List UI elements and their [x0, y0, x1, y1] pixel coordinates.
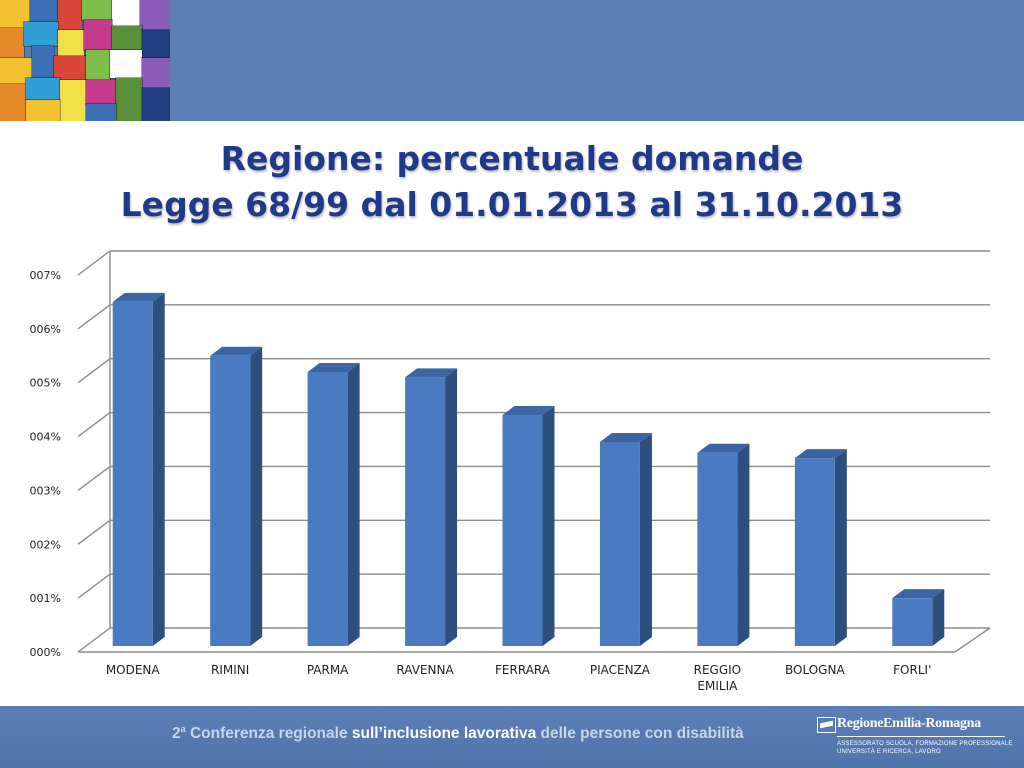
- y-tick-label: 005%: [30, 377, 61, 390]
- illustration-tile: [25, 99, 61, 121]
- gridline-side: [77, 412, 111, 438]
- gridline-side: [77, 250, 111, 276]
- bar: [210, 355, 251, 646]
- bar-side: [250, 346, 263, 646]
- illustration-tile: [29, 0, 59, 23]
- footer-text-part: Conferenza regionale: [185, 725, 352, 743]
- bar: [697, 452, 738, 646]
- illustration-tile: [85, 79, 117, 105]
- regione-emblem-icon: [817, 717, 836, 733]
- illustration-tile: [139, 0, 170, 31]
- illustration-tile: [23, 21, 59, 47]
- bar-top: [112, 292, 165, 302]
- y-tick-label: 002%: [30, 538, 61, 551]
- gridline-side: [77, 358, 111, 384]
- bar-chart: 000% 001% 002% 003% 004% 005% 006% 007% MODENA RI…: [30, 250, 991, 693]
- y-tick-label: 001%: [30, 592, 61, 605]
- x-tick-label: PIACENZA: [590, 663, 651, 677]
- illustration-tile: [53, 55, 87, 81]
- footer-ordinal: 2: [172, 725, 181, 743]
- bar: [794, 458, 835, 646]
- gridline-side: [77, 573, 111, 599]
- slide-title: Regione: percentuale domande Legge 68/99…: [0, 136, 1024, 228]
- footer-caption: 2a Conferenza regionale sull’inclusione …: [172, 724, 744, 743]
- bar-top: [307, 362, 360, 372]
- bar-top: [502, 406, 555, 416]
- gridline-side: [77, 519, 111, 545]
- x-tick-label: MODENA: [106, 663, 161, 677]
- y-tick-label: 006%: [30, 323, 61, 336]
- bar: [307, 371, 348, 646]
- illustration-tile: [111, 25, 143, 51]
- bar-side: [152, 292, 165, 646]
- bar-top: [697, 443, 750, 453]
- illustration-tile: [83, 19, 113, 51]
- header-band: [0, 0, 1024, 121]
- bar: [599, 441, 640, 646]
- bar-side: [445, 368, 458, 646]
- illustration-tile: [25, 77, 61, 101]
- x-tick-label: REGGIO: [694, 663, 742, 677]
- bar-top: [794, 449, 847, 459]
- x-tick-label: RIMINI: [211, 663, 249, 677]
- footer-text-end: delle persone con disabilità: [536, 725, 744, 743]
- illustration-tile: [81, 0, 113, 21]
- title-line-2: Legge 68/99 dal 01.01.2013 al 31.10.2013: [120, 185, 904, 224]
- bar-top: [210, 346, 263, 356]
- y-tick-label: 007%: [30, 269, 61, 282]
- bar-top: [405, 368, 458, 378]
- gridline-side: [77, 627, 111, 653]
- illustration-tile: [109, 49, 143, 79]
- illustration-tile: [141, 87, 170, 121]
- footer-band: [0, 706, 1024, 768]
- logo-name: RegioneEmilia-Romagna: [837, 716, 981, 731]
- illustration-tile: [31, 45, 55, 79]
- x-tick-label: PARMA: [307, 663, 349, 677]
- x-tick-label: EMILIA: [697, 679, 738, 693]
- logo-divider: [837, 736, 1005, 737]
- footer-text-highlight: sull’inclusione lavorativa: [351, 725, 537, 743]
- logo-subtitle-2: UNIVERSITÀ E RICERCA, LAVORO: [837, 749, 941, 755]
- illustration-tile: [57, 29, 85, 57]
- illustration-tile: [111, 0, 141, 27]
- illustration-tile: [141, 29, 170, 59]
- logo-subtitle-1: ASSESSORATO SCUOLA, FORMAZIONE PROFESSIO…: [837, 741, 1013, 747]
- footer-ordinal-suffix: a: [180, 724, 186, 734]
- y-tick-label: 003%: [30, 484, 61, 497]
- illustration-tile: [0, 83, 27, 121]
- x-tick-label: BOLOGNA: [785, 663, 845, 677]
- illustration-tile: [115, 77, 143, 121]
- gridline-side: [77, 465, 111, 491]
- illustration-tile: [0, 27, 25, 59]
- illustration-tile: [57, 0, 83, 31]
- bar: [112, 301, 153, 646]
- regione-logo: RegioneEmilia-Romagna ASSESSORATO SCUOLA…: [815, 715, 1015, 760]
- bar-side: [737, 443, 750, 646]
- illustration-tile: [141, 57, 170, 89]
- bar: [405, 377, 446, 646]
- x-tick-label: FORLI': [893, 663, 931, 677]
- gridline-side: [77, 304, 111, 330]
- bar: [502, 415, 543, 646]
- title-line-1: Regione: percentuale domande: [220, 139, 804, 178]
- bar-side: [639, 432, 652, 646]
- y-tick-label: 004%: [30, 431, 61, 444]
- illustration-tile: [59, 79, 87, 121]
- bar-side: [347, 362, 360, 646]
- y-tick-label: 000%: [30, 646, 61, 659]
- x-tick-label: FERRARA: [495, 663, 551, 677]
- floor-edge-right: [954, 627, 991, 653]
- illustration-tile: [85, 103, 117, 121]
- bar-side: [932, 589, 945, 646]
- bar-side: [542, 406, 555, 646]
- x-tick-label: RAVENNA: [396, 663, 454, 677]
- bar: [892, 598, 933, 646]
- bar-top: [892, 589, 945, 599]
- bar-side: [834, 449, 847, 646]
- bar-top: [599, 432, 652, 442]
- illustration-tile: [85, 49, 111, 81]
- header-illustration: [0, 0, 170, 121]
